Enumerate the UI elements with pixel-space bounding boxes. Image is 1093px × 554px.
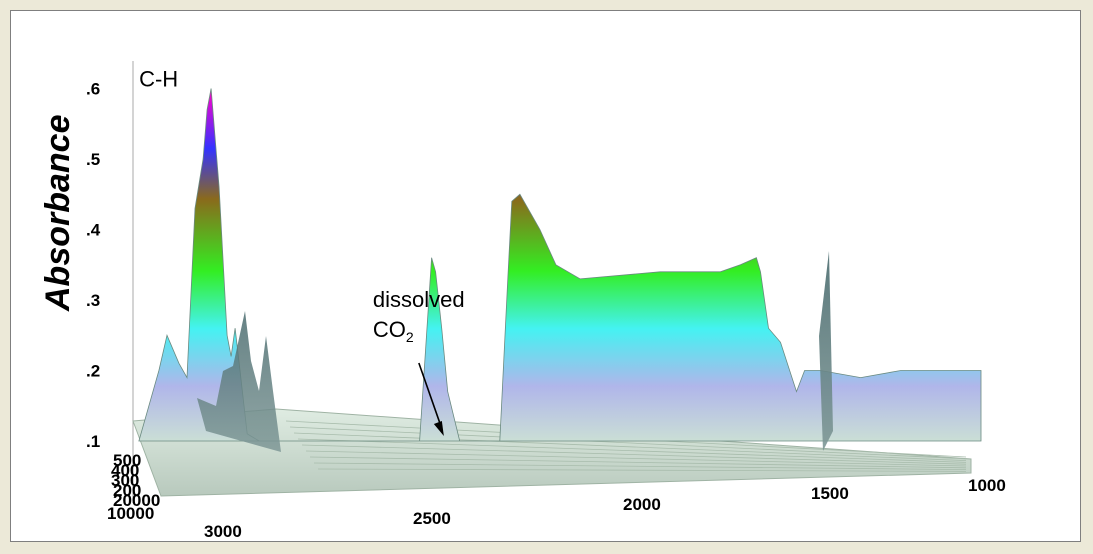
y-tick-label: .2: [86, 362, 100, 381]
floor-ridge-line: [317, 468, 967, 472]
floor-ridges: [285, 420, 967, 472]
y-tick-label: .5: [86, 150, 100, 169]
depth-tick-label: 300: [111, 471, 139, 490]
y-tick-labels: .1 .2 .3 .4 .5 .6: [86, 80, 101, 452]
floor-ridge-line: [293, 432, 967, 461]
y-axis-label: Absorbance: [39, 115, 77, 313]
x-tick-label: 1000: [968, 476, 1006, 495]
depth-tick-label: 500: [113, 451, 141, 470]
x-tick-labels: 3000 2500 2000 1500 1000: [204, 476, 1006, 541]
x-tick-label: 3000: [204, 522, 242, 541]
spectrum-surface: [138, 88, 982, 442]
shaded-side-faces: [197, 251, 833, 452]
chart-frame: .1.2.3.4.5.6 3000 2500 2000 1500 1000 500 400…: [10, 10, 1081, 542]
floor-ridge-line: [313, 462, 967, 470]
annotation-co2-subscript: 2: [406, 329, 414, 345]
depth-tick-label: 10000: [107, 504, 154, 523]
annotation-co2: CO2: [373, 317, 414, 345]
shaded-side-right: [819, 251, 833, 451]
y-tick-label: .6: [86, 80, 100, 99]
annotation-arrow-head: [433, 420, 444, 436]
x-tick-label: 2000: [623, 495, 661, 514]
floor-ridge-line: [289, 426, 967, 460]
annotation-arrow: [418, 362, 444, 436]
depth-tick-label: 20000: [113, 491, 160, 510]
y-tick-label: .4: [86, 221, 101, 240]
floor-ridge-line: [301, 444, 967, 465]
annotation-c-h: C-H: [139, 66, 178, 91]
shaded-side-ch: [197, 311, 281, 452]
floor-ridge-line: [305, 450, 967, 467]
x-tick-label: 1500: [811, 484, 849, 503]
annotation-dissolved: dissolved: [373, 287, 465, 312]
depth-tick-label: 200: [113, 481, 141, 500]
depth-tick-label: 400: [111, 461, 139, 480]
annotation-arrow-line: [418, 362, 442, 427]
annotation-co2-main: CO: [373, 317, 406, 342]
floor-ridge-line: [297, 438, 967, 463]
y-tick-label: .3: [86, 291, 100, 310]
x-tick-label: 2500: [413, 509, 451, 528]
floor-ridge-line: [309, 456, 967, 469]
y-tick-label: .1: [86, 432, 100, 451]
